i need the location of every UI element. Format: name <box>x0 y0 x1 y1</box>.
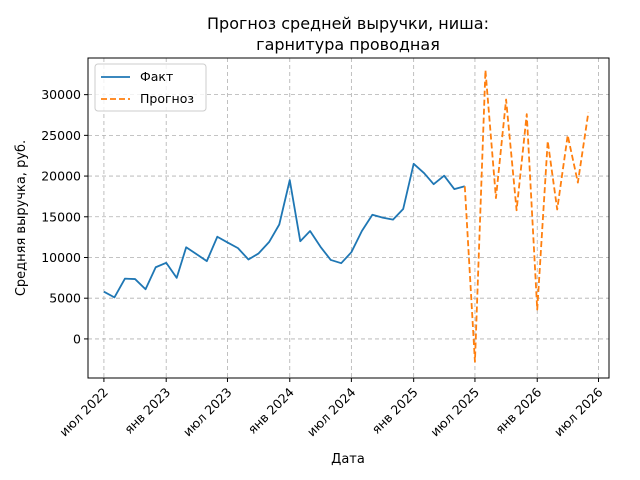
chart-title-line-2: гарнитура проводная <box>256 35 440 54</box>
y-tick-label: 30000 <box>41 87 81 102</box>
series-layer <box>103 69 590 363</box>
series-line-fact <box>103 162 466 299</box>
x-axis-label: Дата <box>331 452 365 467</box>
plot-frame <box>87 57 610 379</box>
grid <box>88 58 609 378</box>
y-tick-label: 20000 <box>41 169 81 184</box>
y-axis-label: Средняя выручка, руб. <box>14 140 29 296</box>
y-tick-label: 10000 <box>41 250 81 265</box>
legend: Факт Прогноз <box>94 63 207 112</box>
series-line-forecast <box>463 69 590 363</box>
y-axis: 0 5000 10000 15000 20000 25000 30000 <box>41 87 88 346</box>
chart-title-line-1: Прогноз средней выручки, ниша: <box>207 14 489 33</box>
y-tick-label: 5000 <box>49 291 81 306</box>
y-tick-label: 15000 <box>41 209 81 224</box>
y-tick-label: 0 <box>73 331 81 346</box>
y-tick-label: 25000 <box>41 128 81 143</box>
legend-label-fact: Факт <box>140 69 173 84</box>
legend-label-forecast: Прогноз <box>140 91 194 106</box>
